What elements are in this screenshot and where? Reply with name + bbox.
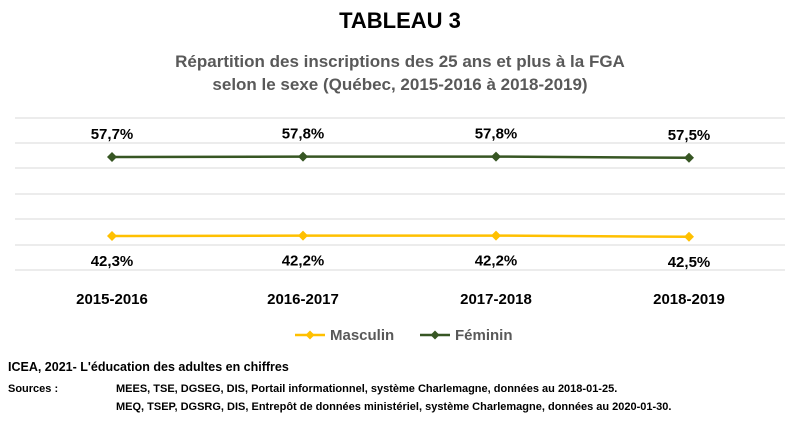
legend-marker-féminin bbox=[430, 330, 440, 340]
series-line-féminin bbox=[111, 155, 690, 160]
data-point-féminin-3 bbox=[684, 152, 694, 163]
data-point-féminin-2 bbox=[491, 151, 501, 162]
data-point-masculin-3 bbox=[684, 231, 694, 242]
data-point-masculin-0 bbox=[107, 231, 117, 241]
x-tick-label-2: 2017-2018 bbox=[460, 291, 532, 308]
sources-label: Sources : bbox=[8, 383, 59, 395]
data-point-féminin-1 bbox=[298, 151, 308, 162]
data-point-féminin-0 bbox=[107, 152, 117, 162]
series-line-masculin bbox=[111, 234, 690, 239]
data-label-féminin-2: 57,8% bbox=[475, 126, 518, 143]
chart-subtitle: Répartition des inscriptions des 25 ans … bbox=[0, 50, 800, 96]
legend-label-féminin: Féminin bbox=[455, 327, 513, 344]
x-tick-label-1: 2016-2017 bbox=[267, 291, 339, 308]
chart-title: TABLEAU 3 bbox=[339, 8, 461, 33]
data-label-masculin-3: 42,5% bbox=[668, 254, 711, 271]
subtitle-line-2: selon le sexe (Québec, 2015-2016 à 2018-… bbox=[212, 75, 588, 94]
data-label-masculin-2: 42,2% bbox=[475, 253, 518, 270]
line-chart: 2015-2016 2016-2017 2017-2018 2018-2019 42,3… bbox=[15, 117, 785, 344]
legend-label-masculin: Masculin bbox=[330, 327, 394, 344]
data-label-féminin-3: 57,5% bbox=[668, 127, 711, 144]
x-tick-label-0: 2015-2016 bbox=[76, 291, 148, 308]
data-label-masculin-1: 42,2% bbox=[282, 253, 325, 270]
data-label-féminin-1: 57,8% bbox=[282, 126, 325, 143]
legend-marker-masculin bbox=[305, 330, 315, 340]
source-line-1: MEES, TSE, DGSEG, DIS, Portail informati… bbox=[116, 383, 618, 395]
x-tick-label-3: 2018-2019 bbox=[653, 291, 725, 308]
publication-caption: ICEA, 2021- L'éducation des adultes en c… bbox=[8, 360, 289, 374]
data-label-féminin-0: 57,7% bbox=[91, 126, 134, 143]
data-point-masculin-2 bbox=[491, 230, 501, 241]
source-line-2: MEQ, TSEP, DGSRG, DIS, Entrepôt de donné… bbox=[116, 401, 672, 413]
subtitle-line-1: Répartition des inscriptions des 25 ans … bbox=[175, 52, 625, 71]
data-label-masculin-0: 42,3% bbox=[91, 253, 134, 270]
data-point-masculin-1 bbox=[298, 230, 308, 241]
